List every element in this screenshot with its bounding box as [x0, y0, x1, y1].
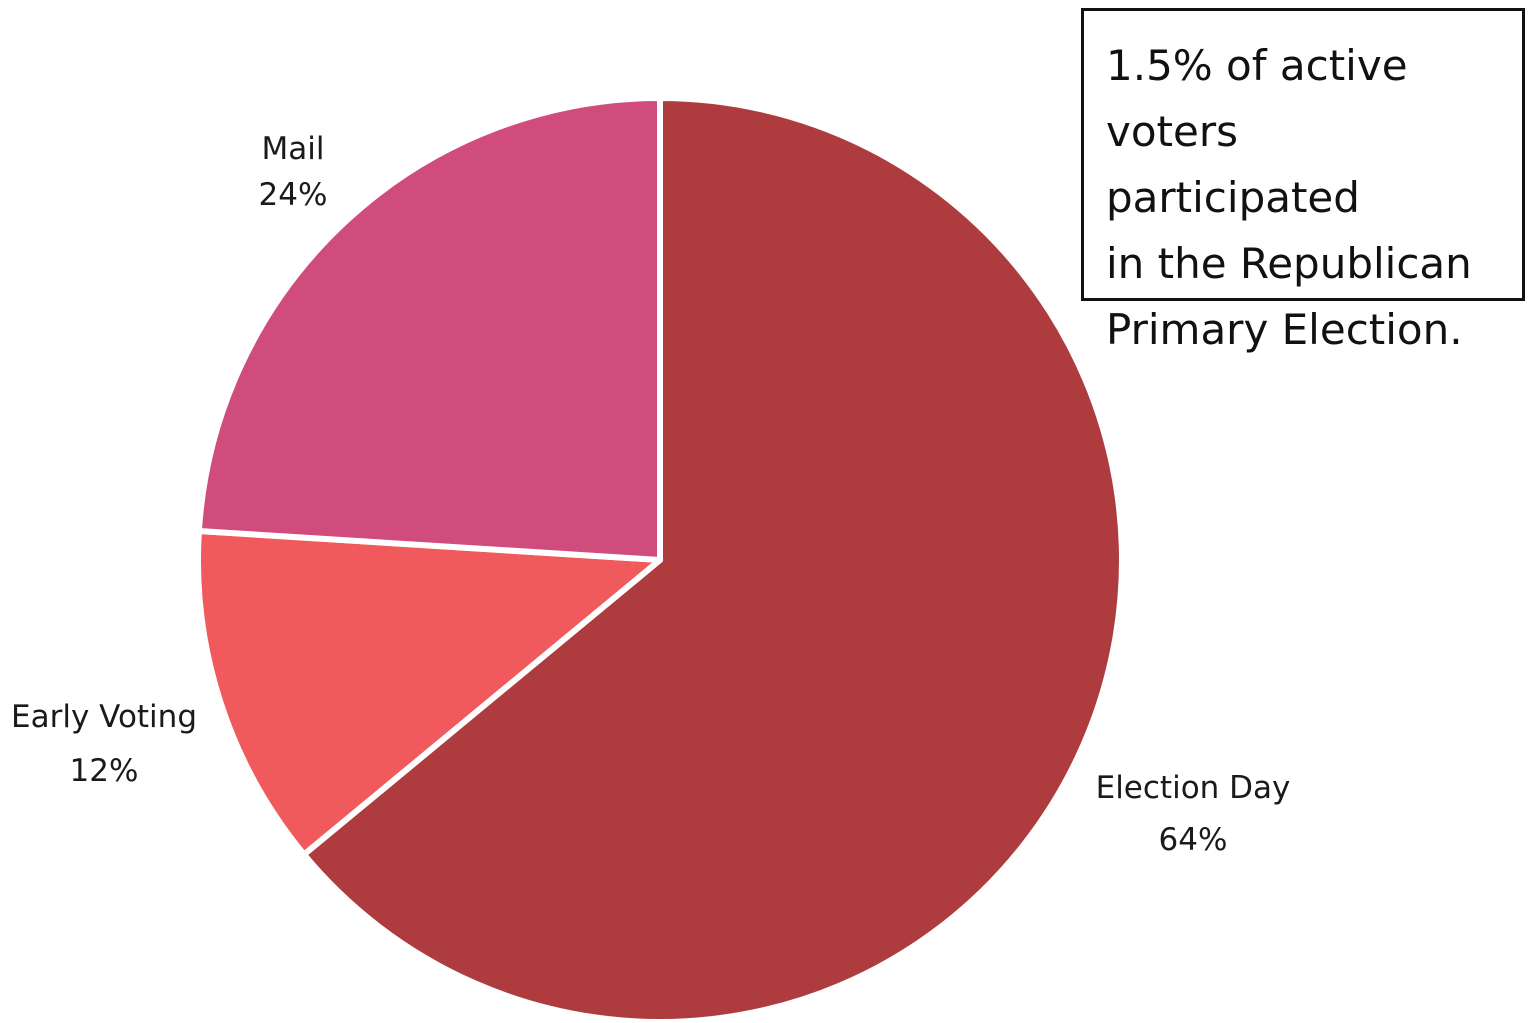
pie-slice-mail	[195, 95, 663, 563]
pie-slices	[195, 95, 1125, 1023]
pie-slice-election-day	[301, 95, 1125, 1023]
slice-label-election-day: Election Day	[1096, 770, 1291, 806]
annotation-text: 1.5% of active voters participated in th…	[1106, 33, 1502, 363]
slice-label-mail: Mail	[262, 131, 325, 167]
annotation-line-1: 1.5% of active	[1106, 41, 1408, 90]
slice-label-early-voting: Early Voting	[11, 699, 197, 735]
annotation-line-3: in the Republican	[1106, 239, 1472, 288]
annotation-line-2: voters participated	[1106, 107, 1360, 222]
slice-value-mail: 24%	[259, 177, 328, 213]
slice-value-early-voting: 12%	[70, 753, 139, 789]
pie-slice-early-voting	[195, 527, 663, 858]
slice-value-election-day: 64%	[1159, 822, 1228, 858]
slice-labels: Election Day 64% Early Voting 12% Mail 24%	[11, 131, 1290, 858]
annotation-line-4: Primary Election.	[1106, 305, 1463, 354]
annotation-box: 1.5% of active voters participated in th…	[1081, 8, 1525, 354]
